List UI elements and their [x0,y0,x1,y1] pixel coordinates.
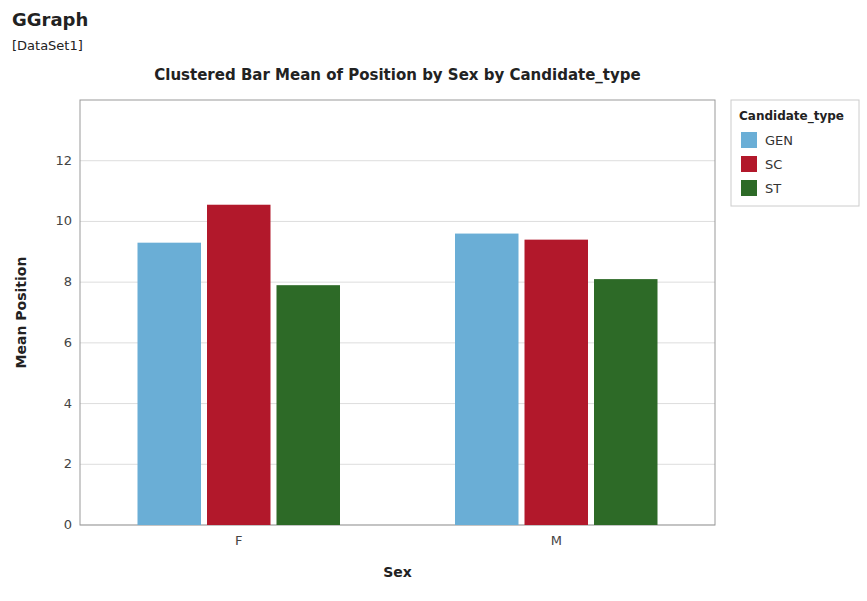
grid-line [80,160,715,161]
y-tick-label: 2 [64,456,72,471]
header-subtitle: [DataSet1] [12,38,83,53]
y-tick-label: 0 [64,517,72,532]
legend-swatch [741,156,757,172]
grid [80,161,715,525]
legend-label: SC [765,157,782,172]
plot-frame [80,100,715,525]
bar [207,205,271,525]
legend-swatch [741,180,757,196]
bar [277,285,341,525]
bar [594,279,658,525]
x-tick-label: M [551,533,562,548]
bars [138,205,658,525]
header-title: GGraph [12,9,88,30]
bar [138,243,202,525]
legend-title: Candidate_type [739,109,844,124]
legend: Candidate_type GEN SC ST [731,100,859,206]
y-tick-label: 10 [55,213,72,228]
y-tick-label: 12 [55,153,72,168]
bar [525,240,589,525]
chart: GGraph [DataSet1] Clustered Bar Mean of Po… [0,0,867,601]
y-axis-label: Mean Position [13,257,29,369]
legend-box [731,100,859,206]
y-tick-label: 4 [64,396,72,411]
legend-label: GEN [765,133,793,148]
x-tick-label: F [235,533,242,548]
legend-label: ST [765,181,781,196]
legend-swatch [741,132,757,148]
grid-line [80,221,715,222]
x-axis-label: Sex [383,564,412,580]
y-tick-label: 8 [64,274,72,289]
bar [455,234,519,525]
chart-title: Clustered Bar Mean of Position by Sex by… [154,66,640,84]
y-tick-label: 6 [64,335,72,350]
